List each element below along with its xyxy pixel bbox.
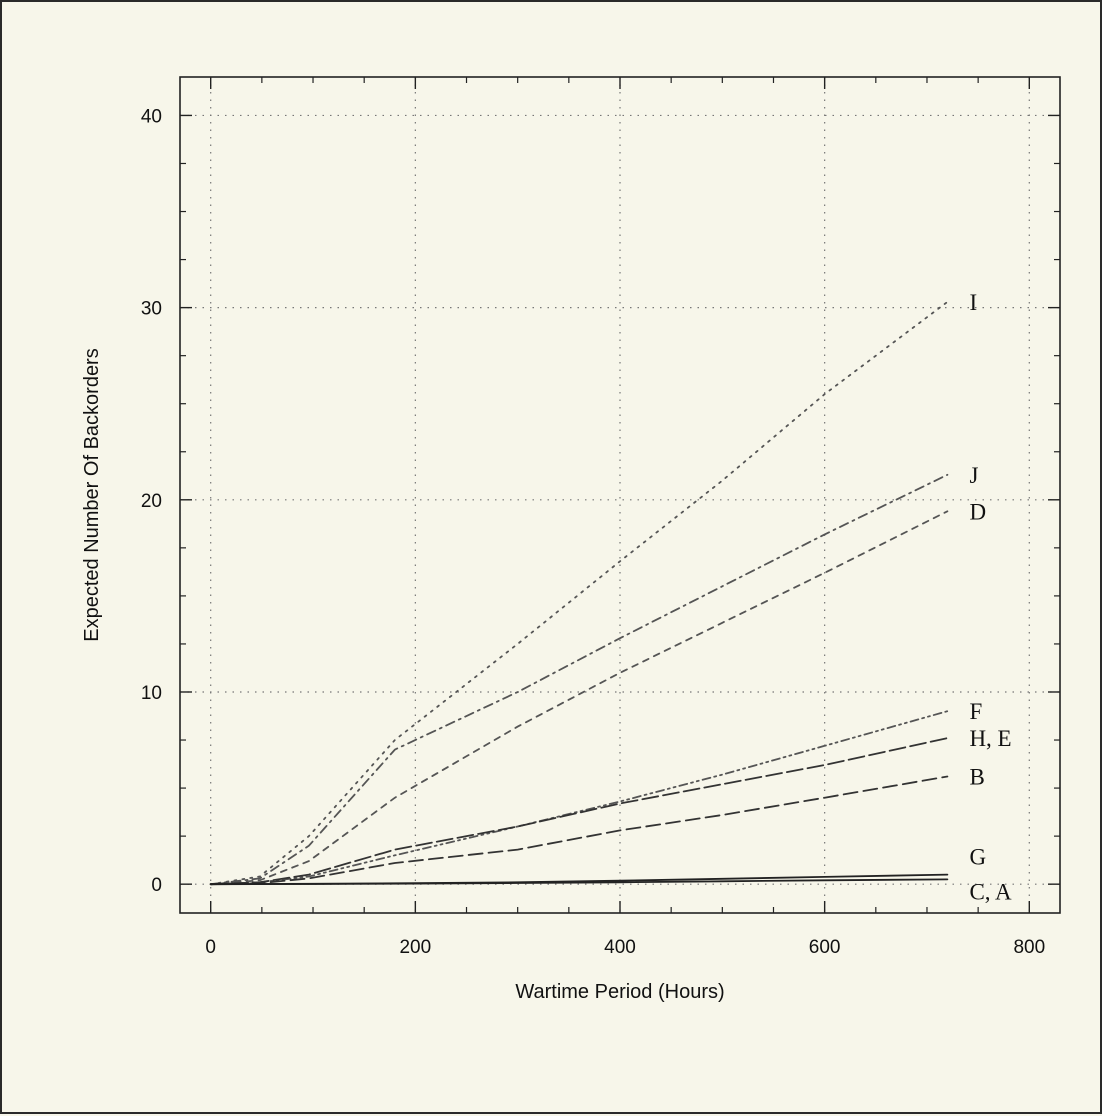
y-tick-label: 10 bbox=[141, 683, 162, 704]
y-axis-title: Expected Number Of Backorders bbox=[81, 348, 103, 641]
series-line bbox=[209, 878, 949, 886]
y-tick-label: 40 bbox=[141, 106, 162, 127]
plot-frame bbox=[179, 76, 1061, 914]
series-label: B bbox=[969, 765, 984, 790]
series-labels: I JD FH, E B G C, A bbox=[969, 290, 1012, 905]
series-label: C, A bbox=[969, 879, 1012, 904]
series-line bbox=[209, 737, 949, 886]
x-tick-labels: 0 200 400 600 800 bbox=[205, 937, 1045, 958]
axis-ticks bbox=[180, 77, 1060, 913]
series-line bbox=[209, 775, 949, 886]
series-label: I bbox=[969, 290, 977, 315]
x-tick-label: 200 bbox=[399, 937, 431, 958]
x-tick-label: 600 bbox=[809, 937, 841, 958]
series-label: F bbox=[969, 699, 982, 724]
series-label: J bbox=[969, 463, 978, 488]
series-line bbox=[209, 510, 949, 886]
y-tick-label: 30 bbox=[141, 299, 162, 320]
series-lines bbox=[209, 300, 949, 886]
x-axis-title: Wartime Period (Hours) bbox=[515, 981, 724, 1003]
x-tick-label: 800 bbox=[1013, 937, 1045, 958]
y-tick-label: 20 bbox=[141, 491, 162, 512]
y-tick-labels: 0 10 20 30 40 bbox=[141, 106, 162, 896]
plot-area bbox=[180, 77, 1060, 913]
series-line bbox=[209, 473, 949, 886]
y-tick-label: 0 bbox=[151, 875, 162, 896]
x-tick-label: 0 bbox=[205, 937, 216, 958]
x-tick-label: 400 bbox=[604, 937, 636, 958]
series-label: D bbox=[969, 499, 986, 524]
series-label: G bbox=[969, 845, 986, 870]
series-label: H, E bbox=[969, 726, 1011, 751]
